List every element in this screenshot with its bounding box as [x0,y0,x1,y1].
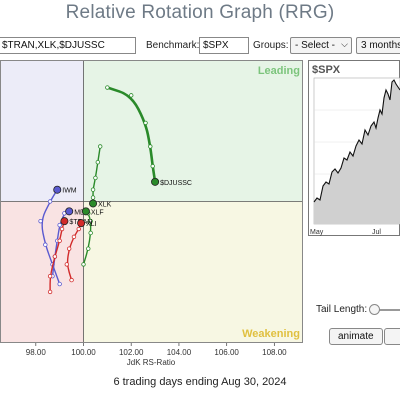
groups-select-value: - Select - [295,40,336,51]
tail-point [90,195,96,200]
stepper-button[interactable] [384,328,400,345]
quadrant-label-leading: Leading [258,65,300,77]
chevron-down-icon: ⌵ [341,39,348,49]
tail-point [95,159,101,165]
tail-point [59,226,65,232]
tail-point [38,218,43,224]
tail-head-point[interactable] [151,177,160,186]
series-label: MDY [74,209,90,216]
tail-djussc[interactable]: $DJUSSC [105,85,192,187]
x-tick-label: 100.00 [71,348,96,357]
quadrant-improving [0,60,84,202]
x-axis-ticks: 98.00 100.00 102.00 104.00 106.00 108.00 [26,343,287,357]
tail-point [64,262,70,267]
x-tick-label: 106.00 [214,348,239,357]
tail-length-slider-handle[interactable] [369,304,380,315]
tail-head-point[interactable] [89,199,98,208]
tail-xlf[interactable]: XLF [81,207,104,267]
x-tick-label: 104.00 [167,348,192,357]
tail-head-point[interactable] [77,219,86,228]
tail-length-track[interactable] [372,309,400,311]
spx-month-jul: Jul [372,229,381,236]
spx-symbol-label: $SPX [312,64,341,76]
tail-point [98,144,103,149]
symbols-input[interactable] [0,37,136,54]
quadrant-weakening [83,201,303,343]
tail-head-point[interactable] [60,217,69,226]
tail-point [57,222,62,228]
spx-price-panel: $SPX May Jul [308,60,400,236]
tail-point [86,246,91,251]
tail-point [88,218,93,224]
tail-point [88,230,93,236]
tail-point [47,199,53,204]
series-label: XLI [86,221,97,228]
tail-point [81,262,86,267]
x-tick-label: 102.00 [119,348,144,357]
x-tick-label: 98.00 [26,348,47,357]
tail-point [143,120,148,126]
tail-point [52,254,58,259]
tail-point [57,281,62,287]
tail-head-point[interactable] [53,185,62,194]
tail-iwm[interactable]: IWM [38,185,77,287]
tail-point [105,85,110,90]
spx-price-line [313,79,400,203]
benchmark-input[interactable] [199,37,249,54]
tail-point [69,277,74,283]
series-label: $DJUSSC [160,180,192,187]
rrg-caption: 6 trading days ending Aug 30, 2024 [113,376,287,388]
tail-xli[interactable]: XLI [64,219,97,283]
x-tick-label: 108.00 [262,348,287,357]
tail-point [148,144,153,149]
tail-head-point[interactable] [81,207,90,216]
x-axis-label: JdK RS-Ratio [127,358,176,367]
tail-point [66,246,72,251]
tail-point [43,242,48,247]
tail-length-label: Tail Length: [316,304,368,315]
controls-row: Benchmark: Groups: - Select - ⌵ 3 months [0,37,400,57]
tail-point [76,226,81,232]
tail-point [90,187,96,192]
rrg-chart: Leading Weakening $DJUSSCIWMXLKMDYXLF$TR… [0,60,303,367]
period-select-value: 3 months [361,40,400,51]
tail-point [129,93,134,98]
benchmark-label: Benchmark: [146,40,200,51]
tail-xlk[interactable]: XLK [89,144,112,209]
series-label: XLK [98,201,112,208]
groups-label: Groups: [253,40,289,51]
tail-point [71,234,77,240]
tail-point [150,163,155,169]
tail-point [47,273,53,279]
period-select[interactable]: 3 months [356,37,400,54]
series-label: IWM [62,188,77,195]
quadrant-leading [83,60,303,202]
animate-button[interactable]: animate [329,328,383,345]
tail-point [47,289,53,295]
groups-select[interactable]: - Select - ⌵ [290,37,352,54]
quadrant-label-weakening: Weakening [242,328,300,340]
tail-head-point[interactable] [65,207,74,216]
series-label: XLF [91,209,104,216]
tail-point [57,238,62,244]
page-title: Relative Rotation Graph (RRG) [65,2,335,23]
tail-point [93,175,98,181]
plot-border [0,60,303,343]
spx-month-may: May [310,229,324,236]
